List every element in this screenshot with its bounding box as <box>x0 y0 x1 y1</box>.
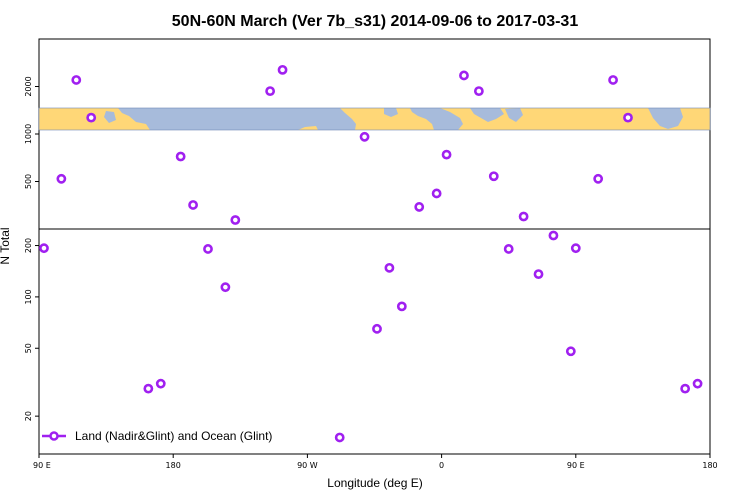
data-point-0-2 <box>71 75 82 85</box>
data-point-0-16 <box>384 262 395 273</box>
upper-y-tick-label-0: 500 <box>24 174 33 189</box>
data-points <box>39 64 703 443</box>
map-hudson-bay <box>384 108 398 117</box>
y-axis-ticks: 500 1000 2000 20 50 100 200 <box>24 76 39 421</box>
chart-title: 50N-60N March (Ver 7b_s31) 2014-09-06 to… <box>172 13 579 30</box>
data-point-0-13 <box>334 432 345 443</box>
x-tick-label-2: 90 W <box>297 461 318 470</box>
x-tick-label-3: 0 <box>439 461 444 470</box>
data-point-0-24 <box>503 244 514 254</box>
lower-y-tick-label-3: 200 <box>24 238 33 253</box>
legend: Land (Nadir&Glint) and Ocean (Glint) <box>42 429 272 443</box>
x-axis-ticks: 90 E 180 90 W 0 90 E 180 <box>33 454 718 470</box>
data-point-0-26 <box>533 269 544 280</box>
data-point-0-10 <box>230 215 241 225</box>
lower-y-tick-label-2: 100 <box>24 289 33 304</box>
data-point-0-1 <box>56 173 67 184</box>
data-point-0-14 <box>359 131 370 142</box>
x-axis-label: Longitude (deg E) <box>327 476 422 490</box>
data-point-0-21 <box>459 70 469 81</box>
x-tick-label-5: 180 <box>702 461 717 470</box>
data-point-0-31 <box>608 75 618 85</box>
data-point-0-33 <box>680 383 691 394</box>
data-point-0-5 <box>155 378 166 389</box>
data-point-0-8 <box>203 244 213 254</box>
data-point-0-20 <box>441 149 452 160</box>
map-north-sea <box>470 108 504 122</box>
data-point-0-22 <box>473 86 484 97</box>
data-point-0-7 <box>188 200 198 210</box>
map-pacific-ocean <box>118 108 356 130</box>
x-tick-label-1: 180 <box>166 461 181 470</box>
data-point-0-19 <box>431 188 442 199</box>
map-atlantic-ocean <box>410 108 463 130</box>
data-point-0-32 <box>623 112 633 123</box>
legend-label: Land (Nadir&Glint) and Ocean (Glint) <box>75 429 272 443</box>
map-baltic-sea <box>505 108 523 122</box>
data-point-0-4 <box>143 383 154 394</box>
data-point-0-3 <box>86 112 97 123</box>
lower-panel <box>38 228 711 455</box>
x-tick-label-0: 90 E <box>33 461 51 470</box>
upper-panel <box>38 38 711 230</box>
map-sea-of-okhotsk <box>648 108 683 129</box>
data-point-0-30 <box>593 173 604 184</box>
map-caspian-west <box>104 111 116 123</box>
data-point-0-15 <box>372 323 382 334</box>
lower-y-tick-label-0: 20 <box>24 411 33 421</box>
data-point-0-12 <box>277 64 288 75</box>
map-band-frame <box>38 107 711 131</box>
data-point-0-28 <box>565 346 576 357</box>
data-point-0-27 <box>548 230 559 241</box>
upper-y-tick-label-2: 2000 <box>24 76 33 96</box>
lower-panel-frame <box>38 228 711 455</box>
map-band-water <box>104 108 683 130</box>
x-tick-label-4: 90 E <box>567 461 585 470</box>
data-point-0-29 <box>570 243 581 254</box>
lower-y-tick-label-1: 50 <box>24 343 33 353</box>
data-point-0-23 <box>488 171 499 182</box>
data-point-0-0 <box>39 243 49 254</box>
data-point-0-17 <box>396 301 407 312</box>
data-point-0-6 <box>175 151 186 162</box>
data-point-0-9 <box>220 282 231 293</box>
data-point-0-25 <box>518 211 529 222</box>
data-point-0-34 <box>692 378 703 389</box>
upper-y-tick-label-1: 1000 <box>24 124 33 144</box>
data-point-0-18 <box>414 202 425 212</box>
legend-marker <box>49 431 59 441</box>
map-band <box>38 107 711 131</box>
y-axis-label: N Total <box>0 227 12 264</box>
data-point-0-11 <box>265 86 276 97</box>
upper-panel-frame <box>38 38 711 230</box>
